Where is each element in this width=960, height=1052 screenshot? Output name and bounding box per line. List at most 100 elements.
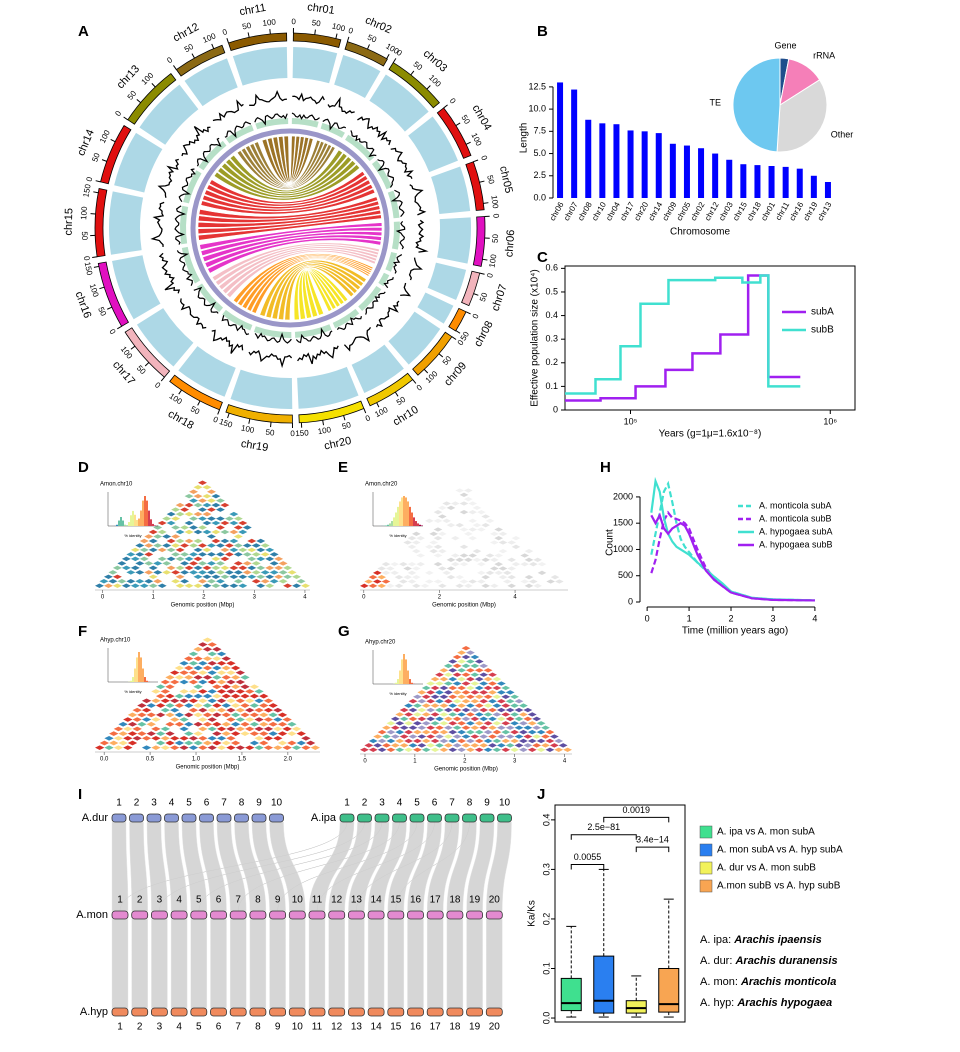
tick-mark xyxy=(376,402,380,408)
chromosome-label: 15 xyxy=(390,895,402,906)
inset-bar xyxy=(146,680,148,682)
tick-label: 0 xyxy=(448,96,458,105)
heatmap-cell xyxy=(245,689,255,694)
heatmap-cell xyxy=(220,556,230,562)
heatmap-cell xyxy=(477,579,486,584)
species-note: A. mon: Arachis monticola xyxy=(700,976,836,988)
x-tick-label: 3 xyxy=(513,759,517,765)
heatmap-cell xyxy=(416,536,425,541)
heatmap-cell xyxy=(206,552,216,557)
chromosome-label: 20 xyxy=(489,895,501,906)
tick-label: 50 xyxy=(478,291,490,303)
y-tick-label: 0.3 xyxy=(545,334,558,344)
density-track xyxy=(327,96,355,115)
tick-label: 50 xyxy=(366,33,378,45)
synteny-link xyxy=(181,821,208,912)
density-track xyxy=(212,99,244,122)
heatmap-cell xyxy=(166,556,176,562)
chromosome-bar xyxy=(170,1007,188,1017)
synteny-ribbon xyxy=(202,183,374,212)
heatmap-cell xyxy=(310,745,320,750)
x-tick-label: 0 xyxy=(645,613,650,623)
legend-label: A. hypogaea subB xyxy=(759,539,833,549)
y-axis-label: Length xyxy=(519,123,530,154)
heatmap-cell xyxy=(457,650,466,655)
heatmap-cell xyxy=(198,679,208,685)
heatmap-cell xyxy=(413,729,422,735)
inset-bar xyxy=(399,501,401,526)
series-line xyxy=(565,274,801,395)
heatmap-cell xyxy=(216,745,227,750)
tick-mark xyxy=(465,141,471,145)
heatmap-cell xyxy=(235,735,245,741)
heatmap-cell xyxy=(221,703,231,708)
heatmap-cell xyxy=(112,574,122,580)
synteny-link xyxy=(131,918,148,1009)
heatmap-cell xyxy=(198,543,207,548)
chromosome-label: 7 xyxy=(449,798,455,809)
heatmap-cell xyxy=(492,676,502,682)
chromosome-band xyxy=(227,32,288,52)
heatmap-cell xyxy=(516,583,525,588)
chromosome-bar xyxy=(387,1007,405,1017)
gc-track xyxy=(427,262,467,301)
heatmap-cell xyxy=(188,735,199,741)
heatmap-cell xyxy=(483,668,493,673)
genome-name: A.ipa xyxy=(311,812,337,824)
heatmap-cell xyxy=(211,574,221,580)
repeat-track xyxy=(377,159,395,188)
synteny-link xyxy=(234,821,267,912)
chromosome-label: 16 xyxy=(410,1022,422,1033)
x-tick-label: 3 xyxy=(253,595,257,601)
heatmap-cell xyxy=(193,556,203,562)
density-track xyxy=(249,89,287,106)
heatmap-cell xyxy=(492,712,502,717)
tick-mark xyxy=(451,336,457,340)
heatmap-cell xyxy=(451,527,460,532)
heatmap-cell xyxy=(466,676,475,682)
heatmap-cell xyxy=(198,698,208,704)
heatmap-title: Ahyp.chr20 xyxy=(365,640,396,646)
synteny-link xyxy=(348,918,365,1009)
heatmap-cell xyxy=(420,575,430,580)
heatmap-cell xyxy=(198,735,208,741)
gc-track xyxy=(178,346,236,397)
heatmap-cell xyxy=(224,552,234,557)
heatmap-cell xyxy=(157,547,167,553)
tick-mark xyxy=(173,65,177,70)
synteny-ribbon xyxy=(272,136,305,183)
heatmap-cell xyxy=(207,651,217,657)
heatmap-cell xyxy=(230,703,241,708)
heatmap-cell xyxy=(242,570,252,575)
heatmap-cell xyxy=(466,668,475,673)
repeat-fill xyxy=(183,170,202,204)
heatmap-cell xyxy=(468,553,477,558)
heatmap-cell xyxy=(429,523,438,528)
heatmap-cell xyxy=(184,502,194,508)
heatmap-cell xyxy=(283,574,293,580)
x-tick-label: 4 xyxy=(812,613,817,623)
tick-mark xyxy=(363,408,367,414)
heatmap-cell xyxy=(490,531,499,536)
heatmap-cell xyxy=(399,562,408,567)
tick-label: 0 xyxy=(85,175,95,182)
heatmap-cell xyxy=(446,557,456,562)
heatmap-cell xyxy=(274,583,284,588)
heatmap-cell xyxy=(399,707,409,713)
gc-track xyxy=(297,366,359,409)
heatmap-cell xyxy=(501,721,511,726)
significance-bracket xyxy=(570,834,637,840)
heatmap-cell xyxy=(166,529,176,535)
heatmap-cell xyxy=(127,721,138,727)
heatmap-cell xyxy=(477,553,486,558)
heatmap-cell xyxy=(510,712,519,717)
heatmap-cell xyxy=(381,570,391,575)
synteny-ribbon xyxy=(208,170,366,205)
chromosome-bar xyxy=(288,910,306,920)
heatmap-cell xyxy=(498,566,508,571)
heatmap-cell xyxy=(477,570,486,575)
heatmap-cell xyxy=(249,712,260,718)
heatmap-cell xyxy=(215,516,225,521)
synteny-ribbon xyxy=(284,266,355,321)
heatmap-cell xyxy=(520,570,529,575)
